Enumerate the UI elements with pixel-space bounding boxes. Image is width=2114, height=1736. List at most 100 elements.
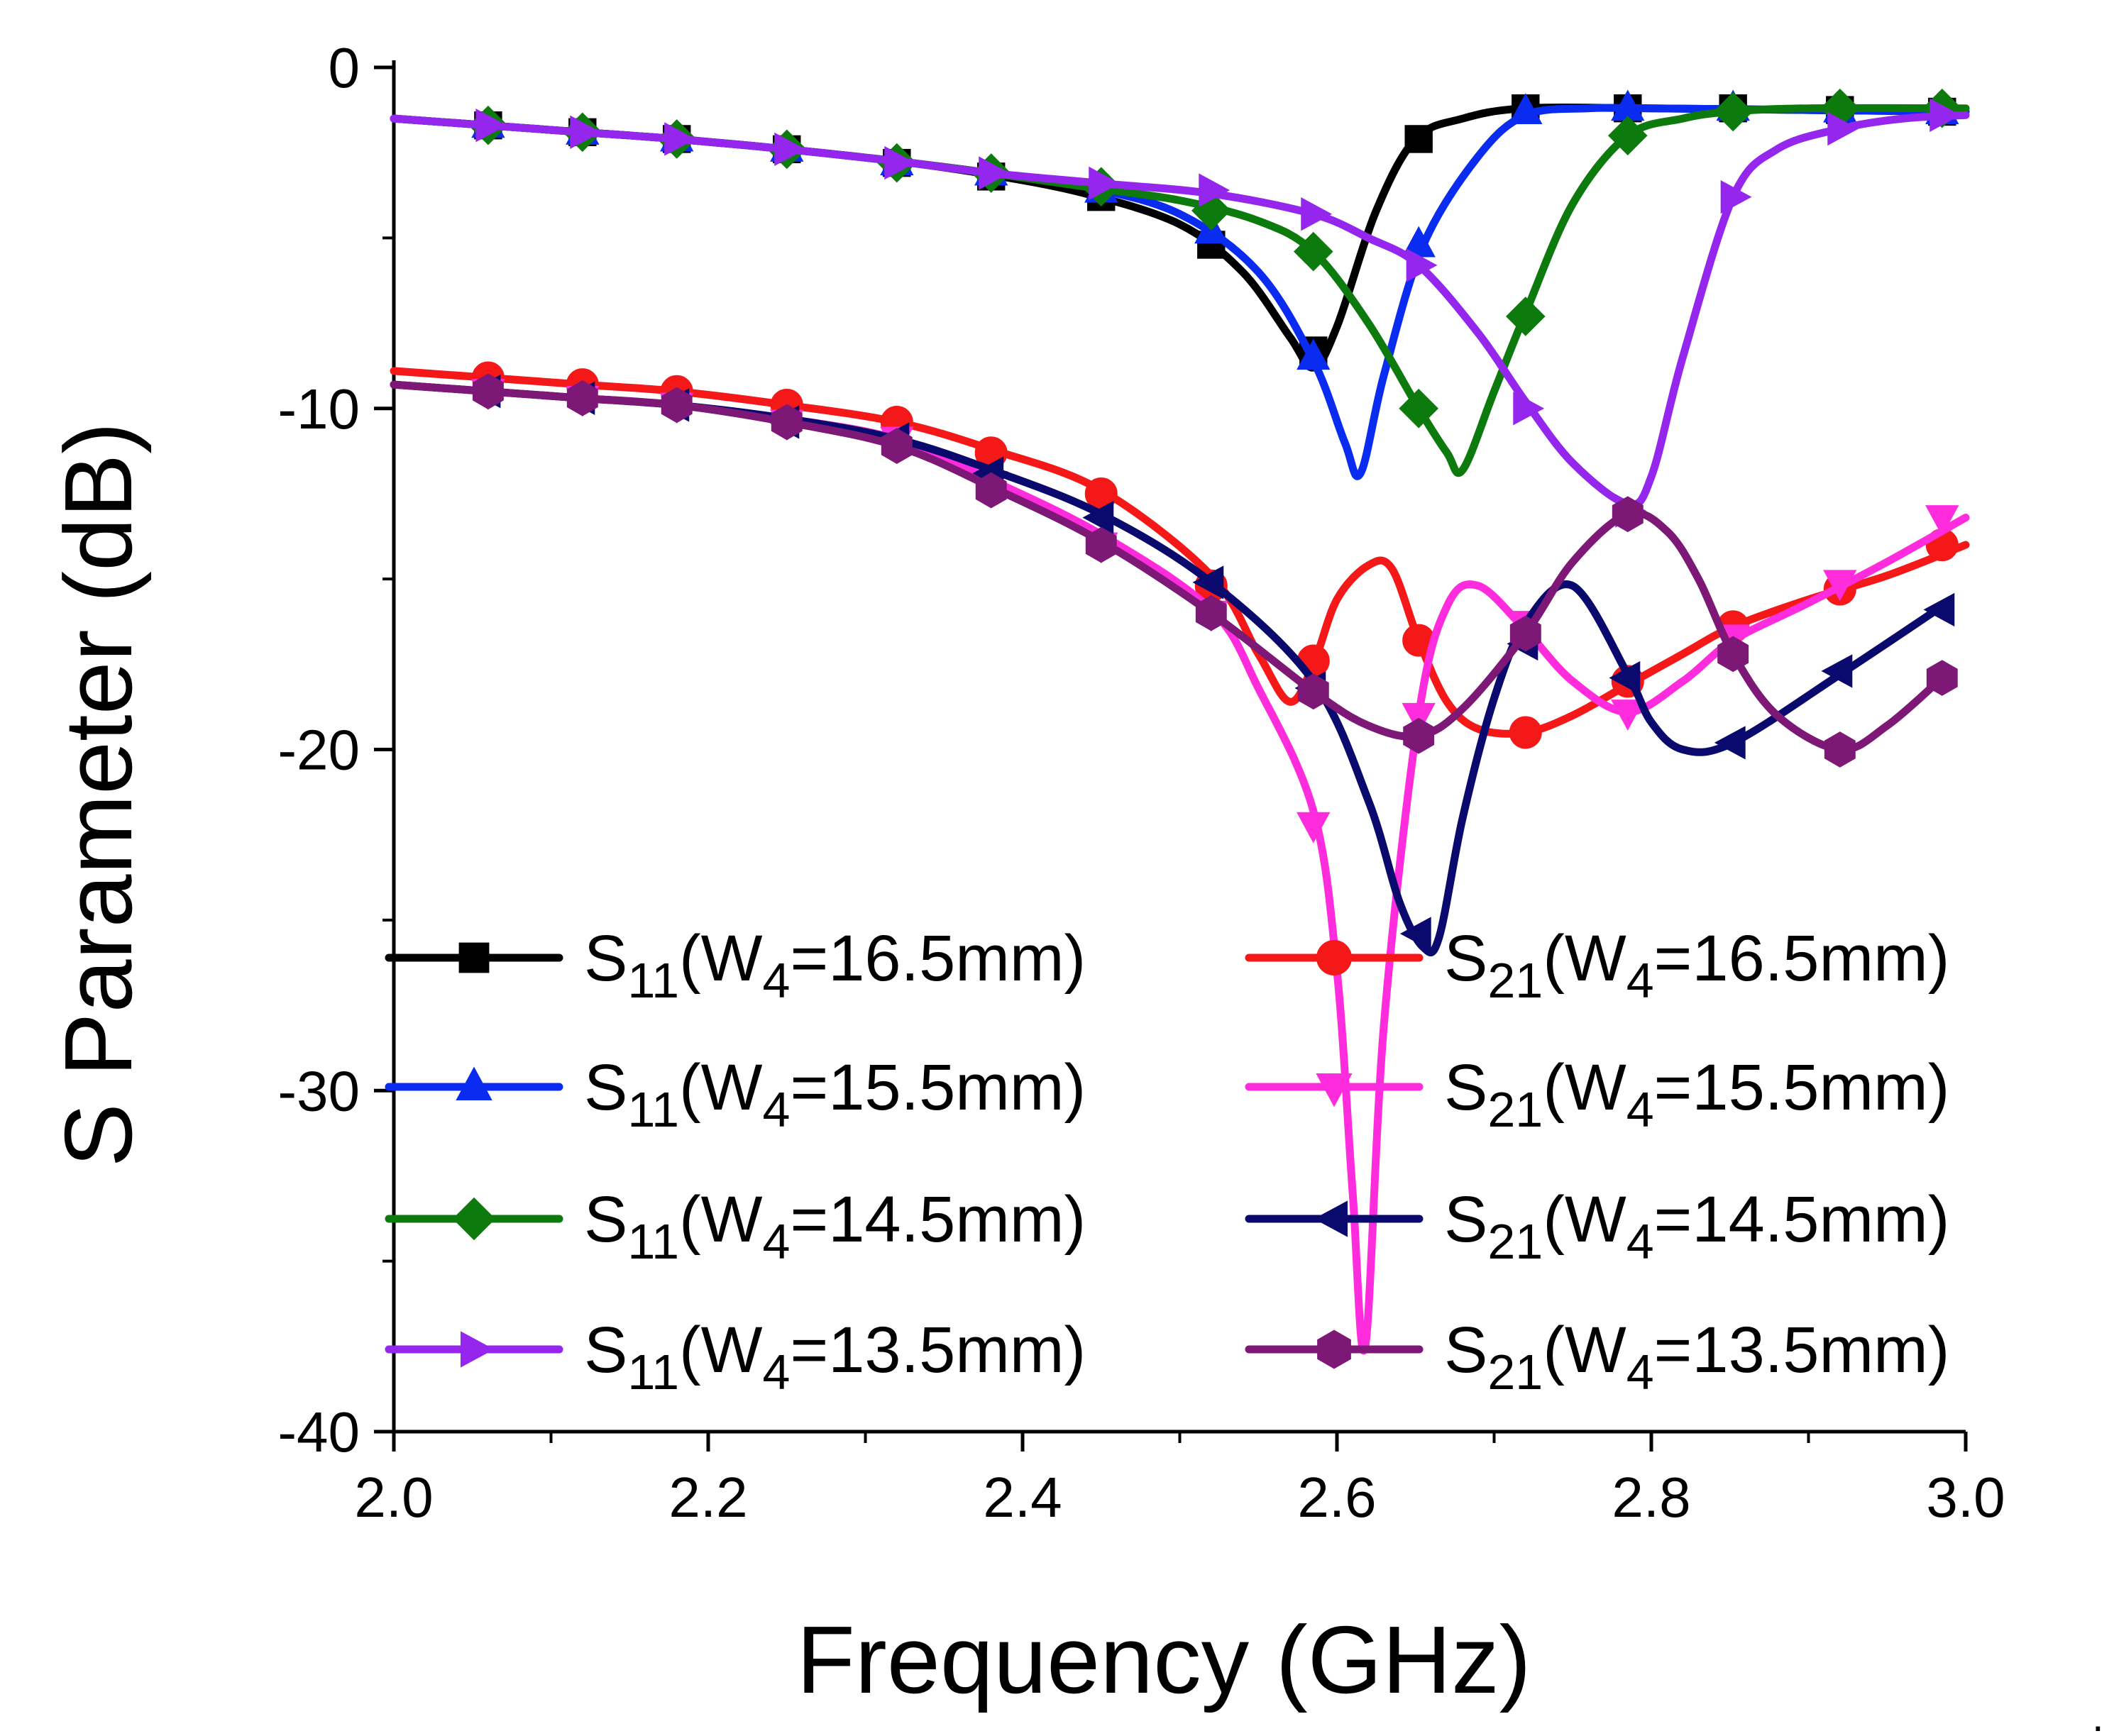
legend-text-part: S bbox=[584, 1314, 627, 1386]
legend-swatch-marker bbox=[461, 1331, 495, 1368]
data-point bbox=[1406, 248, 1438, 282]
data-point bbox=[975, 472, 1007, 509]
series-3 bbox=[390, 88, 1970, 477]
data-point bbox=[1612, 496, 1644, 533]
data-point bbox=[472, 373, 504, 410]
legend-swatch-marker bbox=[1316, 1073, 1353, 1107]
data-point bbox=[1509, 615, 1541, 652]
legend-text-part: (W bbox=[679, 1051, 763, 1124]
legend-swatch-marker bbox=[1314, 1200, 1348, 1237]
legend-text-part: (W bbox=[1543, 1051, 1626, 1124]
legend-text-part: (W bbox=[1543, 1183, 1626, 1256]
legend-subscript: 4 bbox=[763, 953, 791, 1008]
x-tick-label: 2.6 bbox=[1297, 1466, 1376, 1529]
series-2 bbox=[390, 89, 1970, 480]
legend-subscript: 21 bbox=[1487, 1214, 1543, 1269]
data-point bbox=[1923, 592, 1955, 627]
legend-text-part: (W bbox=[679, 922, 763, 995]
x-tick-label: 2.2 bbox=[668, 1466, 747, 1529]
series-line bbox=[390, 104, 1970, 372]
legend-text-part: =16.5mm) bbox=[1654, 922, 1950, 995]
legend-swatch-marker bbox=[456, 1066, 492, 1100]
axes: 2.0 2.2 2.4 2.6 2.8 3.0 0 -10 -20 -30 -40 bbox=[277, 36, 2005, 1529]
legend-label: S11(W4=15.5mm) bbox=[584, 1051, 1086, 1137]
legend-subscript: 4 bbox=[763, 1082, 791, 1137]
legend-swatch-marker bbox=[1316, 940, 1352, 975]
y-tick-label: -20 bbox=[277, 719, 360, 782]
data-point bbox=[1301, 197, 1333, 231]
series-line bbox=[390, 111, 1970, 509]
legend-subscript: 21 bbox=[1487, 1344, 1543, 1400]
legend-text-part: S bbox=[584, 1183, 627, 1256]
legend-text-part: (W bbox=[679, 1183, 763, 1256]
legend-text-part: (W bbox=[1543, 922, 1626, 995]
legend-text-part: S bbox=[1444, 922, 1487, 995]
legend-subscript: 4 bbox=[1626, 953, 1654, 1008]
data-point bbox=[1925, 505, 1959, 536]
legend-subscript: 11 bbox=[627, 1082, 679, 1137]
series-line bbox=[390, 104, 1970, 477]
data-point bbox=[1713, 92, 1753, 132]
legend-item: S21(W4=14.5mm) bbox=[1245, 1183, 1949, 1269]
series-line bbox=[390, 380, 1947, 957]
legend-label: S21(W4=13.5mm) bbox=[1444, 1314, 1949, 1400]
legend-subscript: 21 bbox=[1487, 953, 1543, 1008]
data-point bbox=[1827, 111, 1859, 146]
legend-label: S21(W4=15.5mm) bbox=[1444, 1051, 1949, 1137]
data-point bbox=[1297, 673, 1329, 710]
y-axis-title: S Parameter (dB) bbox=[45, 422, 152, 1167]
series-8 bbox=[390, 373, 1958, 768]
legend-text-part: S bbox=[584, 922, 627, 995]
data-point bbox=[771, 404, 803, 441]
legend-text-part: (W bbox=[679, 1314, 763, 1386]
legend-item: S21(W4=16.5mm) bbox=[1245, 922, 1950, 1008]
legend-item: S11(W4=15.5mm) bbox=[385, 1051, 1086, 1137]
data-point bbox=[1824, 731, 1856, 768]
y-tick-label: -40 bbox=[277, 1400, 360, 1464]
data-point bbox=[1509, 716, 1542, 749]
x-tick-label: 2.4 bbox=[983, 1466, 1062, 1529]
legend-item: S11(W4=13.5mm) bbox=[385, 1314, 1086, 1400]
data-point bbox=[1926, 660, 1958, 696]
data-point bbox=[1609, 660, 1641, 695]
data-point bbox=[661, 387, 693, 424]
legend-swatch-marker bbox=[458, 942, 490, 973]
x-tick-label: 3.0 bbox=[1926, 1466, 2005, 1529]
data-point bbox=[884, 145, 916, 180]
legend-subscript: 11 bbox=[627, 1344, 679, 1400]
data-point bbox=[1821, 654, 1853, 688]
x-tick-label: 2.0 bbox=[354, 1466, 433, 1529]
data-point bbox=[1607, 116, 1648, 155]
legend-subscript: 21 bbox=[1487, 1082, 1543, 1137]
legend-subscript: 4 bbox=[763, 1214, 791, 1269]
legend-swatch-marker bbox=[452, 1197, 496, 1241]
data-point bbox=[1191, 191, 1231, 231]
legend-text-part: S bbox=[1444, 1051, 1487, 1124]
series-line bbox=[390, 380, 1947, 754]
data-point bbox=[1082, 500, 1114, 535]
x-tick-label: 2.8 bbox=[1612, 1466, 1690, 1529]
data-point bbox=[1403, 717, 1435, 754]
data-point bbox=[566, 380, 598, 416]
data-point bbox=[1399, 388, 1438, 429]
legend-label: S11(W4=14.5mm) bbox=[584, 1183, 1086, 1269]
legend-subscript: 4 bbox=[1626, 1214, 1654, 1269]
data-point bbox=[979, 156, 1011, 190]
legend-text-part: S bbox=[1444, 1183, 1487, 1256]
data-point bbox=[1399, 917, 1431, 951]
data-point bbox=[1404, 125, 1433, 153]
legend: S11(W4=16.5mm)S11(W4=15.5mm)S11(W4=14.5m… bbox=[385, 922, 1950, 1400]
data-point bbox=[1509, 93, 1543, 124]
legend-item: S11(W4=16.5mm) bbox=[385, 922, 1086, 1008]
data-point bbox=[1513, 392, 1545, 426]
legend-text-part: =15.5mm) bbox=[1654, 1051, 1950, 1124]
legend-subscript: 4 bbox=[763, 1344, 791, 1400]
data-point bbox=[1717, 636, 1749, 673]
legend-subscript: 11 bbox=[627, 953, 679, 1008]
y-tick-label: -10 bbox=[277, 377, 360, 441]
data-point bbox=[570, 115, 602, 150]
data-point bbox=[1293, 231, 1333, 272]
series-4 bbox=[390, 98, 1970, 528]
series-line bbox=[390, 104, 1970, 480]
